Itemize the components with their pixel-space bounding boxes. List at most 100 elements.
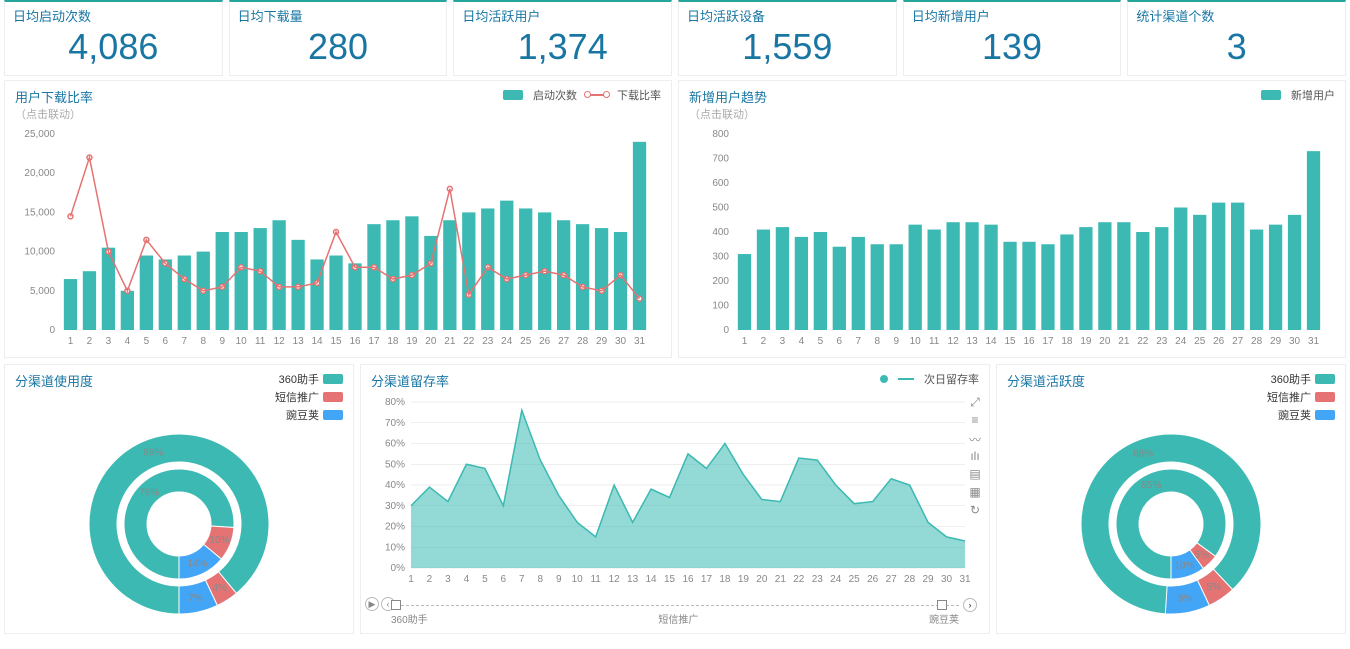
scroll-handle-left[interactable] xyxy=(391,600,401,610)
svg-text:19: 19 xyxy=(738,574,750,585)
download-ratio-panel: 用户下载比率 （点击联动） 启动次数 下载比率 05,00010,00015,0… xyxy=(4,80,672,358)
kpi-card[interactable]: 日均活跃用户1,374 xyxy=(453,0,672,76)
svg-text:600: 600 xyxy=(712,178,729,189)
svg-text:28: 28 xyxy=(904,574,916,585)
svg-text:18: 18 xyxy=(387,336,399,347)
svg-text:13: 13 xyxy=(627,574,639,585)
svg-text:10%: 10% xyxy=(209,535,229,546)
kpi-card[interactable]: 日均新增用户139 xyxy=(903,0,1122,76)
scroll-track[interactable]: ▶‹ 360助手 短信推广 豌豆荚 › xyxy=(391,599,959,629)
svg-text:8%: 8% xyxy=(1178,593,1193,604)
svg-text:1: 1 xyxy=(742,336,748,347)
kpi-value: 3 xyxy=(1136,27,1337,67)
scroll-line xyxy=(391,605,959,606)
svg-text:7: 7 xyxy=(856,336,862,347)
svg-text:18: 18 xyxy=(1061,336,1073,347)
svg-text:27: 27 xyxy=(558,336,570,347)
svg-text:88%: 88% xyxy=(1133,448,1153,459)
svg-text:12: 12 xyxy=(948,336,960,347)
legend-swatch-dot xyxy=(880,375,888,383)
kpi-title: 日均下载量 xyxy=(238,6,439,25)
svg-text:3: 3 xyxy=(106,336,112,347)
svg-text:3: 3 xyxy=(445,574,451,585)
line-icon[interactable]: 〰 xyxy=(967,431,983,443)
channel-usage-donut[interactable]: 89%4%7%76%10%14% xyxy=(79,424,279,624)
svg-text:16: 16 xyxy=(1023,336,1035,347)
kpi-title: 日均活跃用户 xyxy=(462,6,663,25)
menu-icon[interactable]: ≡ xyxy=(967,413,983,425)
svg-text:70%: 70% xyxy=(385,417,405,428)
svg-text:25: 25 xyxy=(520,336,532,347)
stack-icon[interactable]: ▤ xyxy=(967,467,983,479)
chart-legend: 启动次数 下载比率 xyxy=(503,87,661,103)
svg-text:4: 4 xyxy=(125,336,131,347)
svg-text:24: 24 xyxy=(1175,336,1187,347)
svg-text:19: 19 xyxy=(1080,336,1092,347)
svg-text:4: 4 xyxy=(464,574,470,585)
bar-icon[interactable]: ılı xyxy=(967,449,983,461)
refresh-icon[interactable]: ↻ xyxy=(967,503,983,515)
play-icon[interactable]: ▶ xyxy=(365,597,379,611)
svg-text:31: 31 xyxy=(1308,336,1320,347)
retention-chart[interactable]: 0%10%20%30%40%50%60%70%80%12345678910111… xyxy=(371,396,971,586)
legend-swatch-line xyxy=(898,378,914,380)
download-ratio-chart[interactable]: 05,00010,00015,00020,00025,0001234567891… xyxy=(15,128,655,348)
scroll-handle-right[interactable] xyxy=(937,600,947,610)
svg-text:15: 15 xyxy=(664,574,676,585)
panel-title: 用户下载比率 xyxy=(15,87,93,106)
svg-text:0: 0 xyxy=(49,325,55,336)
svg-text:26: 26 xyxy=(867,574,879,585)
svg-text:14: 14 xyxy=(646,574,658,585)
svg-text:1: 1 xyxy=(68,336,74,347)
chart-toolbar: ⤢ ≡ 〰 ılı ▤ ▦ ↻ xyxy=(967,395,983,515)
svg-text:5%: 5% xyxy=(1206,581,1221,592)
panel-title: 分渠道留存率 xyxy=(371,371,449,390)
legend-label: 新增用户 xyxy=(1291,87,1335,103)
kpi-value: 4,086 xyxy=(13,27,214,67)
svg-text:30: 30 xyxy=(615,336,627,347)
kpi-card[interactable]: 日均下载量280 xyxy=(229,0,448,76)
svg-text:15: 15 xyxy=(330,336,342,347)
kpi-card[interactable]: 统计渠道个数 3 xyxy=(1127,0,1346,76)
svg-text:200: 200 xyxy=(712,276,729,287)
svg-text:6: 6 xyxy=(501,574,507,585)
new-user-chart[interactable]: 0100200300400500600700800123456789101112… xyxy=(689,128,1329,348)
svg-text:6: 6 xyxy=(163,336,169,347)
svg-text:40%: 40% xyxy=(385,480,405,491)
svg-text:5,000: 5,000 xyxy=(30,285,55,296)
svg-text:8: 8 xyxy=(537,574,543,585)
legend-label: 360助手 xyxy=(279,371,319,387)
svg-text:700: 700 xyxy=(712,153,729,164)
svg-text:4%: 4% xyxy=(212,583,227,594)
svg-text:20: 20 xyxy=(425,336,437,347)
kpi-title: 统计渠道个数 xyxy=(1136,6,1337,25)
svg-text:16: 16 xyxy=(682,574,694,585)
chart-legend: 新增用户 xyxy=(1261,87,1335,103)
panel-title: 新增用户趋势 xyxy=(689,87,767,106)
channel-activity-donut[interactable]: 88%5%8%85%5%10% xyxy=(1071,424,1271,624)
svg-text:10: 10 xyxy=(910,336,922,347)
svg-text:80%: 80% xyxy=(385,397,405,408)
fullscreen-icon[interactable]: ⤢ xyxy=(967,395,983,407)
grid-icon[interactable]: ▦ xyxy=(967,485,983,497)
svg-text:10%: 10% xyxy=(385,542,405,553)
legend-swatch xyxy=(1315,374,1335,384)
legend-swatch-line xyxy=(587,94,607,96)
svg-text:25: 25 xyxy=(849,574,861,585)
svg-text:5: 5 xyxy=(144,336,150,347)
svg-text:7%: 7% xyxy=(188,593,203,604)
kpi-title: 日均新增用户 xyxy=(912,6,1113,25)
svg-text:89%: 89% xyxy=(143,447,163,458)
svg-text:17: 17 xyxy=(701,574,713,585)
svg-text:14%: 14% xyxy=(188,558,208,569)
svg-text:17: 17 xyxy=(1042,336,1054,347)
svg-text:9: 9 xyxy=(556,574,562,585)
svg-text:2: 2 xyxy=(87,336,93,347)
kpi-card[interactable]: 日均活跃设备1,559 xyxy=(678,0,897,76)
svg-text:85%: 85% xyxy=(1141,480,1161,491)
kpi-card[interactable]: 日均启动次数4,086 xyxy=(4,0,223,76)
svg-text:300: 300 xyxy=(712,251,729,262)
next-icon[interactable]: › xyxy=(963,598,977,612)
svg-text:14: 14 xyxy=(312,336,324,347)
svg-text:22: 22 xyxy=(793,574,805,585)
